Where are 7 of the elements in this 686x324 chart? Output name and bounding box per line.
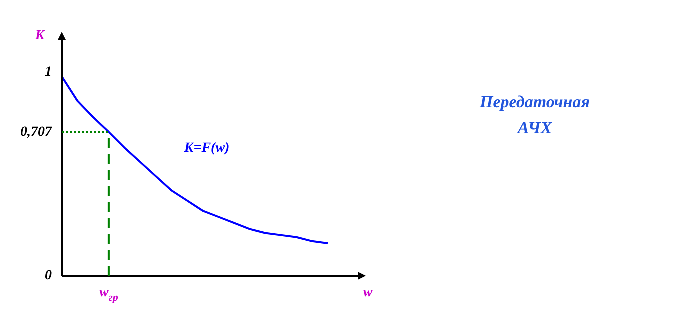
- y-tick-label: 0,707: [20, 124, 53, 140]
- text: Передаточная АЧХ: [478, 92, 590, 138]
- y-tick-label: 0: [45, 268, 52, 284]
- x-axis-title: w: [363, 286, 374, 301]
- y-tick-label: 1: [45, 65, 52, 80]
- annotation: K=F(w): [183, 141, 230, 156]
- y-axis-title: K: [34, 28, 46, 44]
